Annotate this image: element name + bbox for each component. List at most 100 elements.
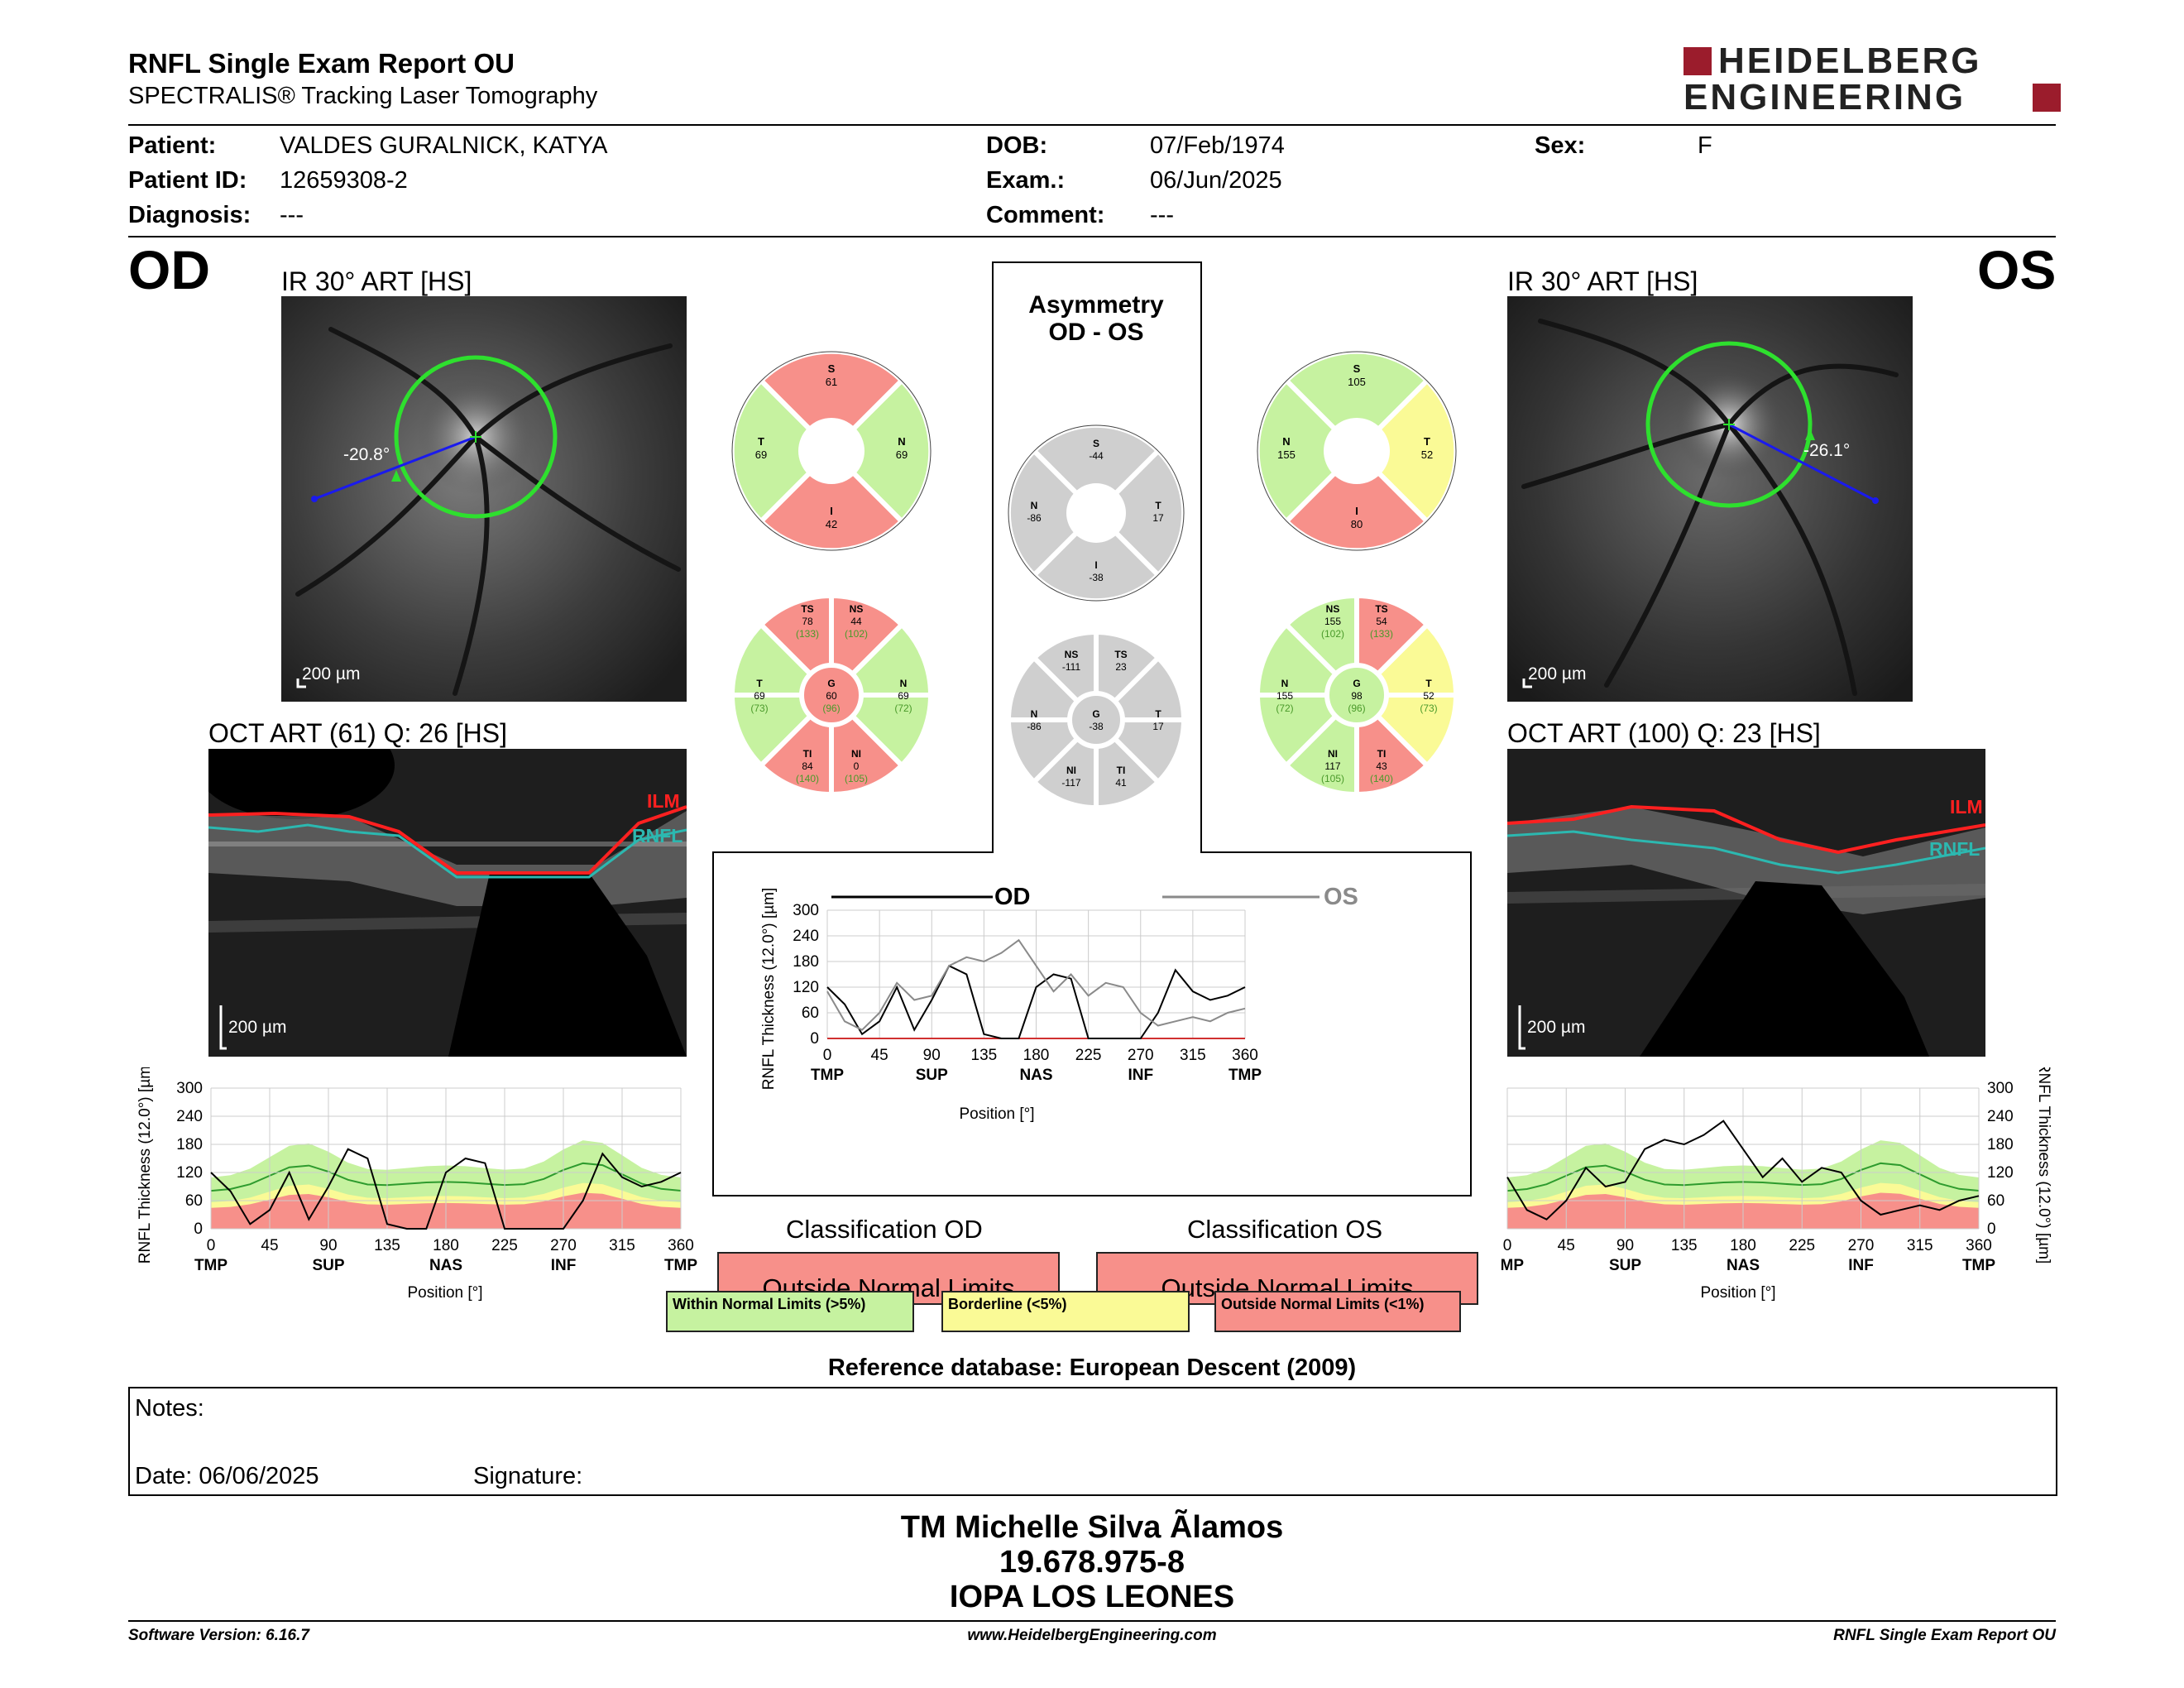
od-fundus-image: -20.8° 200 µm	[281, 296, 687, 702]
x-tick-label: 90	[1616, 1237, 1634, 1254]
x-tick-label: 45	[871, 1047, 888, 1064]
svg-text:N: N	[1031, 708, 1038, 720]
notes-label: Notes:	[135, 1395, 204, 1422]
region-label: SUP	[312, 1257, 344, 1274]
os-ilm-label: ILM	[1950, 796, 1983, 818]
x-tick-label: 225	[491, 1237, 518, 1254]
svg-text:61: 61	[826, 376, 837, 388]
eye-label-od: OD	[128, 239, 210, 300]
svg-text:Position [°]: Position [°]	[1700, 1284, 1775, 1302]
exam-values: 07/Feb/1974 06/Jun/2025 ---	[1150, 128, 1285, 233]
y-tick-label: 300	[793, 902, 819, 919]
asymmetry-frame	[712, 261, 1472, 1196]
os-fundus-scale: 200 µm	[1528, 664, 1587, 683]
svg-text:(102): (102)	[1321, 628, 1344, 640]
svg-text:-38: -38	[1089, 721, 1104, 732]
y-tick-label: 0	[810, 1030, 819, 1048]
svg-text:-38: -38	[1089, 572, 1104, 583]
x-tick-label: 0	[1503, 1237, 1512, 1254]
region-label: NAS	[429, 1257, 462, 1274]
region-label: NAS	[1019, 1067, 1052, 1084]
region-label: NAS	[1727, 1257, 1760, 1274]
os-oct-bscan: ILM RNFL 200 µm	[1507, 749, 1985, 1057]
exam-date: 06/Jun/2025	[1150, 167, 1282, 194]
svg-text:TS: TS	[1114, 649, 1127, 660]
x-tick-label: 225	[1789, 1237, 1815, 1254]
eye-label-os: OS	[1977, 239, 2057, 300]
y-tick-label: 120	[176, 1164, 203, 1182]
x-tick-label: 0	[207, 1237, 216, 1254]
x-tick-label: 45	[1558, 1237, 1575, 1254]
legend-outside: Outside Normal Limits (<1%)	[1214, 1291, 1461, 1332]
svg-text:(96): (96)	[1348, 703, 1365, 714]
x-tick-label: 90	[319, 1237, 337, 1254]
region-label: INF	[551, 1257, 577, 1274]
y-tick-label: 180	[176, 1136, 203, 1153]
y-tick-label: 120	[793, 979, 819, 996]
svg-text:(140): (140)	[1370, 773, 1393, 784]
comment: ---	[1150, 202, 1174, 228]
svg-text:44: 44	[850, 616, 862, 627]
svg-text:78: 78	[802, 616, 813, 627]
notes-date: Date: 06/06/2025	[135, 1463, 319, 1489]
x-tick-label: 0	[823, 1047, 832, 1064]
sex-value: F	[1698, 132, 1712, 159]
svg-text:(105): (105)	[845, 773, 868, 784]
svg-text:TI: TI	[1117, 765, 1126, 776]
x-tick-label: 180	[433, 1237, 459, 1254]
sex-label: Sex:	[1535, 132, 1586, 159]
series-line-od	[210, 1148, 682, 1230]
signer-rut: 19.678.975-8	[999, 1545, 1185, 1580]
x-tick-label: 315	[1907, 1237, 1933, 1254]
svg-text:I: I	[1355, 505, 1358, 517]
heidelberg-logo: HEIDELBERG ENGINEERING	[1684, 41, 2064, 117]
svg-text:TI: TI	[803, 748, 812, 760]
os-thickness-chart: 0 60 120 180 240 300 0 45 90 135 180 225 270 315 360 TM…	[1502, 1067, 2052, 1302]
svg-text:98: 98	[1351, 690, 1363, 702]
svg-text:69: 69	[755, 448, 767, 461]
svg-text:17: 17	[1152, 721, 1164, 732]
y-tick-label: 60	[1987, 1192, 2004, 1210]
svg-text:S: S	[828, 362, 836, 375]
svg-text:155: 155	[1277, 448, 1296, 461]
svg-text:-44: -44	[1089, 450, 1104, 462]
legend-borderline: Borderline (<5%)	[941, 1291, 1190, 1332]
svg-text:0: 0	[854, 760, 860, 772]
svg-text:(102): (102)	[845, 628, 868, 640]
svg-text:NI: NI	[851, 748, 861, 760]
classification-os-title: Classification OS	[1187, 1215, 1383, 1244]
clinic-name: IOPA LOS LEONES	[949, 1580, 1235, 1614]
region-label: TMP	[194, 1257, 228, 1274]
website: www.HeidelbergEngineering.com	[967, 1627, 1217, 1644]
report-title: RNFL Single Exam Report OU	[128, 48, 515, 79]
od-thickness-chart: 0 60 120 180 240 300 0 45 90 135 180 225 270 315 360 TM…	[136, 1067, 697, 1302]
report-name-footer: RNFL Single Exam Report OU	[1833, 1627, 2056, 1644]
patient-labels: Patient: Patient ID: Diagnosis:	[128, 132, 251, 228]
svg-text:TS: TS	[801, 603, 813, 615]
od-rnfl-label: RNFL	[632, 825, 683, 846]
svg-text:TI: TI	[1377, 748, 1387, 760]
software-version: Software Version: 6.16.7	[128, 1627, 309, 1644]
svg-text:NS: NS	[1065, 649, 1079, 660]
x-tick-label: 135	[971, 1047, 998, 1064]
od-sector-4: S61 T69 N69 I42	[729, 348, 934, 554]
patient-values: VALDES GURALNICK, KATYA 12659308-2 ---	[280, 128, 607, 233]
svg-text:N: N	[1282, 435, 1290, 448]
series-line-os	[826, 938, 1246, 1031]
od-oct-title: OCT ART (61) Q: 26 [HS]	[208, 718, 508, 748]
os-ir-title: IR 30° ART [HS]	[1507, 266, 1698, 296]
x-tick-label: 315	[1180, 1047, 1206, 1064]
x-tick-label: 180	[1023, 1047, 1050, 1064]
y-tick-label: 0	[194, 1220, 203, 1238]
svg-text:117: 117	[1324, 760, 1340, 772]
svg-text:RNFL Thickness (12.0°) [µm]: RNFL Thickness (12.0°) [µm]	[2035, 1067, 2052, 1264]
notes-box: Notes: Date: 06/06/2025 Signature:	[128, 1387, 2057, 1496]
svg-text:-111: -111	[1062, 661, 1081, 673]
patient-id: 12659308-2	[280, 167, 408, 194]
od-fundus-scale: 200 µm	[302, 664, 361, 683]
signer-block: TM Michelle Silva Ãlamos 19.678.975-8 IO…	[128, 1510, 2056, 1614]
x-tick-label: 270	[1128, 1047, 1154, 1064]
